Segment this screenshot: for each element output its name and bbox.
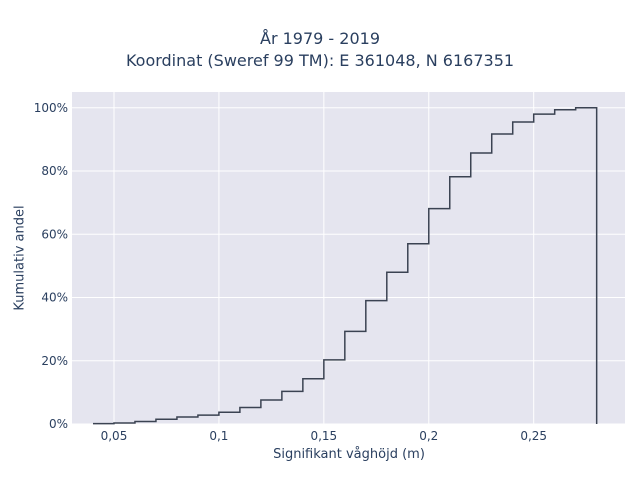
x-tick-label: 0,05: [101, 429, 128, 443]
chart-title-line-1: År 1979 - 2019: [260, 29, 380, 48]
x-axis-label: Signifikant våghöjd (m): [273, 447, 425, 462]
x-tick-label: 0,25: [520, 429, 547, 443]
x-tick-label: 0,1: [209, 429, 228, 443]
plot-background: [72, 92, 625, 424]
y-tick-label: 40%: [41, 291, 68, 305]
chart-title-line-2: Koordinat (Sweref 99 TM): E 361048, N 61…: [125, 51, 515, 70]
y-tick-label: 80%: [41, 164, 68, 178]
y-tick-label: 0%: [49, 417, 68, 431]
y-tick-label: 100%: [34, 101, 68, 115]
y-axis-label: Kumulativ andel: [12, 205, 28, 311]
y-tick-label: 20%: [41, 354, 68, 368]
x-tick-label: 0,2: [419, 429, 438, 443]
y-tick-label: 60%: [41, 227, 68, 241]
x-tick-label: 0,15: [310, 429, 337, 443]
